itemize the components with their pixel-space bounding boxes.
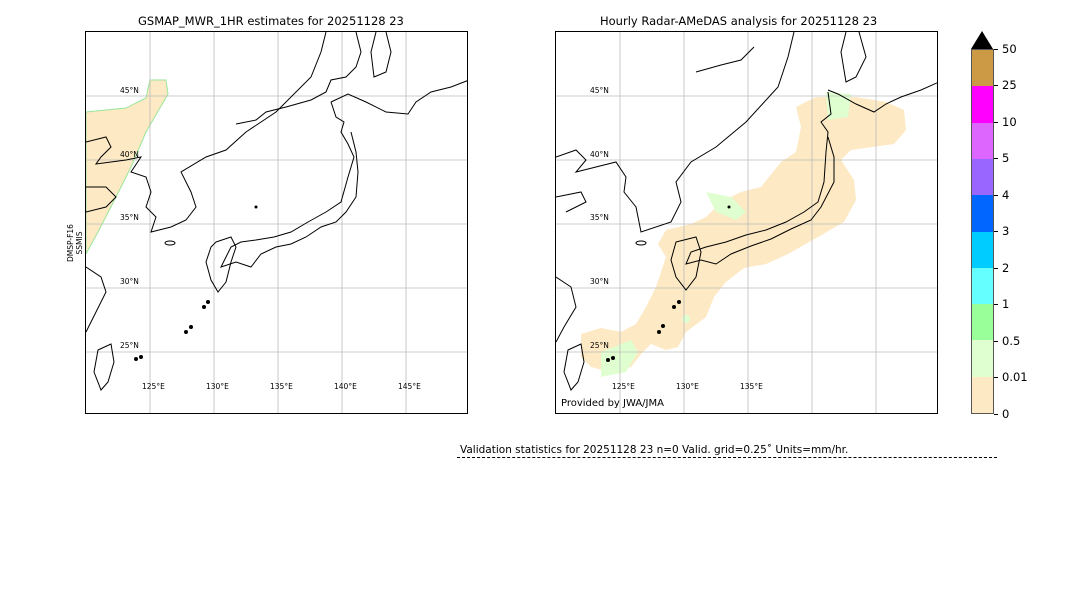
- colorbar-tick-50: 50: [994, 42, 1017, 56]
- right-map-title: Hourly Radar-AMeDAS analysis for 2025112…: [600, 14, 878, 28]
- left-map: 45°N 40°N 35°N 30°N 25°N 125°E 130°E 135…: [85, 31, 468, 414]
- lon-label-130: 130°E: [676, 382, 699, 391]
- colorbar-tick-0-5: 0.5: [994, 334, 1020, 348]
- colorbar-tick-3: 3: [994, 224, 1009, 238]
- colorbar-tick-1: 1: [994, 297, 1009, 311]
- lon-label-125: 125°E: [612, 382, 635, 391]
- left-map-canvas: [86, 32, 467, 413]
- colorbar-seg-8: [972, 86, 993, 123]
- colorbar-seg-2: [972, 304, 993, 341]
- lat-label-40: 40°N: [120, 150, 139, 159]
- lat-label-30: 30°N: [120, 277, 139, 286]
- colorbar-seg-6: [972, 158, 993, 196]
- data-credit: Provided by JWA/JMA: [561, 398, 664, 409]
- colorbar-tick-0-01: 0.01: [994, 370, 1028, 384]
- lat-label-25: 25°N: [590, 341, 609, 350]
- colorbar-tick-10: 10: [994, 115, 1017, 129]
- lat-label-45: 45°N: [120, 86, 139, 95]
- satellite-sensor-label: DMSP-F16 SSMIS: [66, 224, 84, 262]
- lat-label-35: 35°N: [590, 213, 609, 222]
- lon-label-130: 130°E: [206, 382, 229, 391]
- colorbar-tick-0: 0: [994, 407, 1009, 421]
- lat-label-25: 25°N: [120, 341, 139, 350]
- lon-label-135: 135°E: [740, 382, 763, 391]
- right-map-canvas: [556, 32, 937, 413]
- right-map: 45°N 40°N 35°N 30°N 25°N 125°E 130°E 135…: [555, 31, 938, 414]
- colorbar-tick-2: 2: [994, 261, 1009, 275]
- lon-label-140: 140°E: [334, 382, 357, 391]
- colorbar-seg-5: [972, 195, 993, 232]
- left-map-title: GSMAP_MWR_1HR estimates for 20251128 23: [138, 14, 404, 28]
- validation-statistics-text: Validation statistics for 20251128 23 n=…: [460, 444, 849, 456]
- colorbar-tick-4: 4: [994, 188, 1009, 202]
- lon-label-125: 125°E: [142, 382, 165, 391]
- colorbar-seg-1: [972, 340, 993, 377]
- sensor-label: SSMIS: [75, 231, 84, 255]
- colorbar-seg-7: [972, 122, 993, 159]
- colorbar: [971, 49, 994, 414]
- validation-divider: [457, 457, 997, 458]
- lat-label-40: 40°N: [590, 150, 609, 159]
- lat-label-35: 35°N: [120, 213, 139, 222]
- lat-label-30: 30°N: [590, 277, 609, 286]
- colorbar-extend-arrow: [971, 31, 993, 49]
- lon-label-145: 145°E: [398, 382, 421, 391]
- colorbar-seg-0: [972, 376, 993, 413]
- colorbar-seg-4: [972, 231, 993, 268]
- colorbar-seg-9: [972, 50, 993, 87]
- lat-label-45: 45°N: [590, 86, 609, 95]
- lon-label-135: 135°E: [270, 382, 293, 391]
- colorbar-tick-5: 5: [994, 151, 1009, 165]
- colorbar-seg-3: [972, 267, 993, 305]
- colorbar-tick-25: 25: [994, 78, 1017, 92]
- satellite-label: DMSP-F16: [66, 224, 75, 262]
